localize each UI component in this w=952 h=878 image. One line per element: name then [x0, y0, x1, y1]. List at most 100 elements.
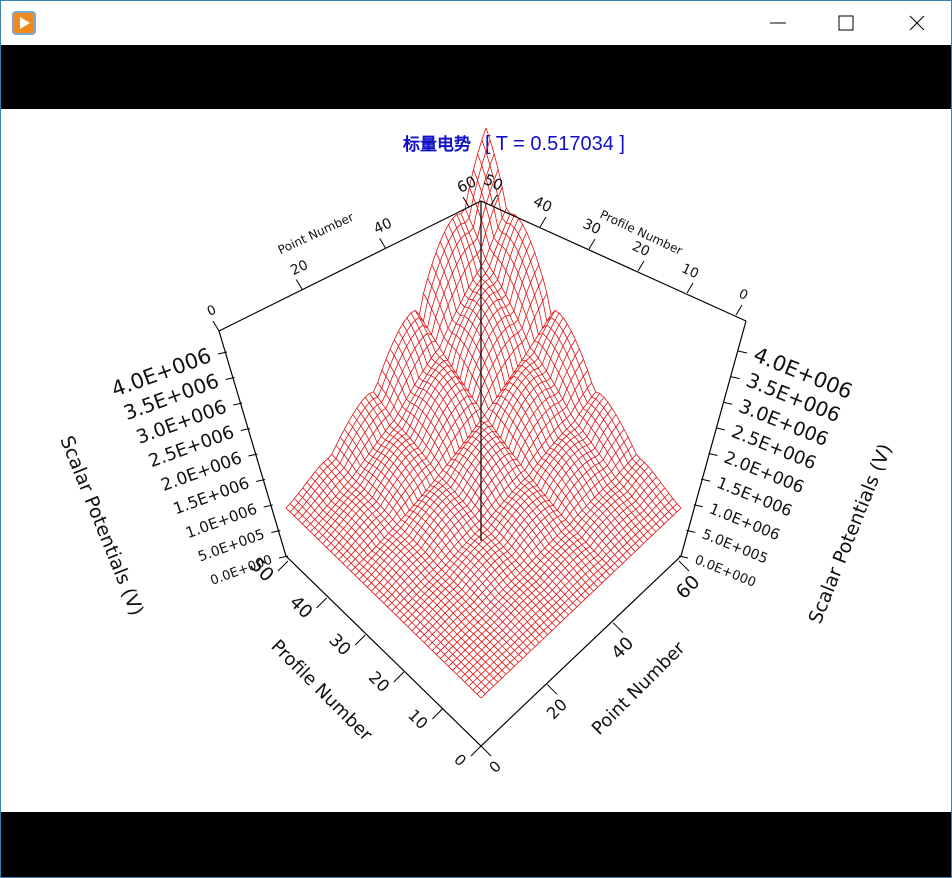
- axis: 0 20 40 60 Point Number: [205, 172, 479, 332]
- tick-label: 20: [543, 695, 571, 723]
- status-band: [1, 812, 951, 877]
- tick-mark: [256, 479, 266, 482]
- tick-label: 20: [365, 668, 393, 696]
- mesh-line: [289, 139, 491, 513]
- axis: 0.0E+0005.0E+0051.0E+0061.5E+0062.0E+006…: [678, 343, 897, 627]
- tick-mark: [701, 478, 711, 482]
- tick-label: 0: [205, 303, 219, 320]
- tick-label: 0: [450, 751, 469, 770]
- tick-mark: [295, 279, 303, 290]
- tick-label: 60: [672, 571, 705, 604]
- tick-mark: [546, 683, 558, 695]
- mesh-line: [297, 169, 499, 521]
- mesh-line: [456, 214, 653, 536]
- tick-mark: [735, 304, 743, 316]
- mesh-line: [477, 153, 673, 517]
- tick-mark: [248, 453, 258, 457]
- tick-mark: [316, 597, 327, 609]
- tick-mark: [263, 504, 273, 508]
- tick-mark: [432, 708, 443, 720]
- tick-mark: [693, 504, 703, 508]
- mesh-line: [460, 213, 657, 533]
- mesh-line: [414, 310, 611, 576]
- tick-mark: [539, 216, 547, 228]
- tick-mark: [730, 376, 740, 380]
- tick-mark: [686, 282, 694, 294]
- tick-mark: [737, 350, 748, 354]
- tick-mark: [225, 377, 235, 380]
- plot: 标量电势 [ T = 0.517034 ] 0.0E+0005.0E+0051.…: [55, 127, 897, 777]
- tick-mark: [637, 260, 645, 272]
- axis-label: Profile Number: [267, 636, 377, 746]
- tick-mark: [708, 453, 718, 456]
- tick-label: 40: [285, 592, 316, 623]
- tick-mark: [277, 560, 289, 572]
- tick-label: 30: [324, 630, 354, 660]
- tick-mark: [278, 555, 289, 559]
- surface-mesh: [285, 127, 682, 699]
- tick-mark: [271, 530, 281, 533]
- axis-label: Scalar Potentials (V): [804, 441, 896, 627]
- tick-mark: [470, 745, 482, 757]
- mesh-line: [485, 127, 682, 509]
- mesh-line: [310, 213, 511, 533]
- app-icon-play: [20, 17, 30, 29]
- axis: 0.0E+0005.0E+0051.0E+0061.5E+0062.0E+006…: [55, 343, 289, 619]
- tick-label: 10: [404, 705, 432, 733]
- tick-mark: [354, 634, 366, 646]
- mesh-line: [326, 232, 527, 548]
- title-bar: [1, 1, 951, 45]
- tick-label: 20: [630, 238, 653, 260]
- mesh-line: [285, 127, 487, 509]
- tick-mark: [379, 238, 387, 249]
- tick-label: 40: [608, 634, 638, 664]
- axis-label: Scalar Potentials (V): [55, 433, 147, 619]
- title-bar-icons: [12, 11, 925, 35]
- tick-mark: [212, 320, 220, 332]
- tick-label: 10: [679, 261, 701, 282]
- tick-mark: [723, 401, 733, 405]
- tick-label: 40: [531, 193, 555, 216]
- close-button[interactable]: [909, 15, 925, 31]
- tick-mark: [678, 555, 689, 559]
- plot-title: 标量电势: [403, 134, 471, 155]
- mesh-line: [473, 169, 669, 521]
- tick-mark: [233, 402, 243, 406]
- tick-mark: [217, 351, 228, 355]
- axis-label: Point Number: [276, 210, 356, 257]
- tick-mark: [240, 428, 250, 431]
- mesh-line: [293, 153, 495, 517]
- tick-label: 20: [288, 257, 311, 279]
- mesh-line: [393, 339, 590, 596]
- mesh-line: [381, 370, 578, 608]
- tick-label: 0: [486, 757, 505, 776]
- tick-label: 40: [371, 215, 394, 237]
- mesh-line: [468, 187, 665, 525]
- tick-mark: [686, 529, 696, 533]
- tick-mark: [490, 194, 498, 206]
- tick-mark: [715, 427, 725, 431]
- mesh-line: [301, 187, 503, 525]
- mesh-line: [391, 382, 592, 612]
- mesh-line: [306, 208, 507, 529]
- tick-mark: [588, 238, 596, 250]
- tick-label: 0: [736, 287, 750, 304]
- tick-mark: [480, 745, 492, 757]
- maximize-button[interactable]: [838, 15, 854, 31]
- tick-label: 60: [454, 172, 479, 196]
- tick-label: 30: [580, 216, 603, 238]
- tick-mark: [462, 196, 470, 208]
- mesh-line: [481, 139, 678, 513]
- toolbar-band: [1, 45, 951, 109]
- mesh-line: [377, 382, 573, 612]
- tick-mark: [678, 560, 690, 572]
- axis-label: Point Number: [588, 637, 690, 739]
- mesh-line: [464, 208, 661, 529]
- mesh-line: [452, 218, 648, 540]
- tick-mark: [393, 671, 405, 683]
- tick-mark: [612, 622, 624, 634]
- plot-subtitle: [ T = 0.517034 ]: [485, 133, 625, 155]
